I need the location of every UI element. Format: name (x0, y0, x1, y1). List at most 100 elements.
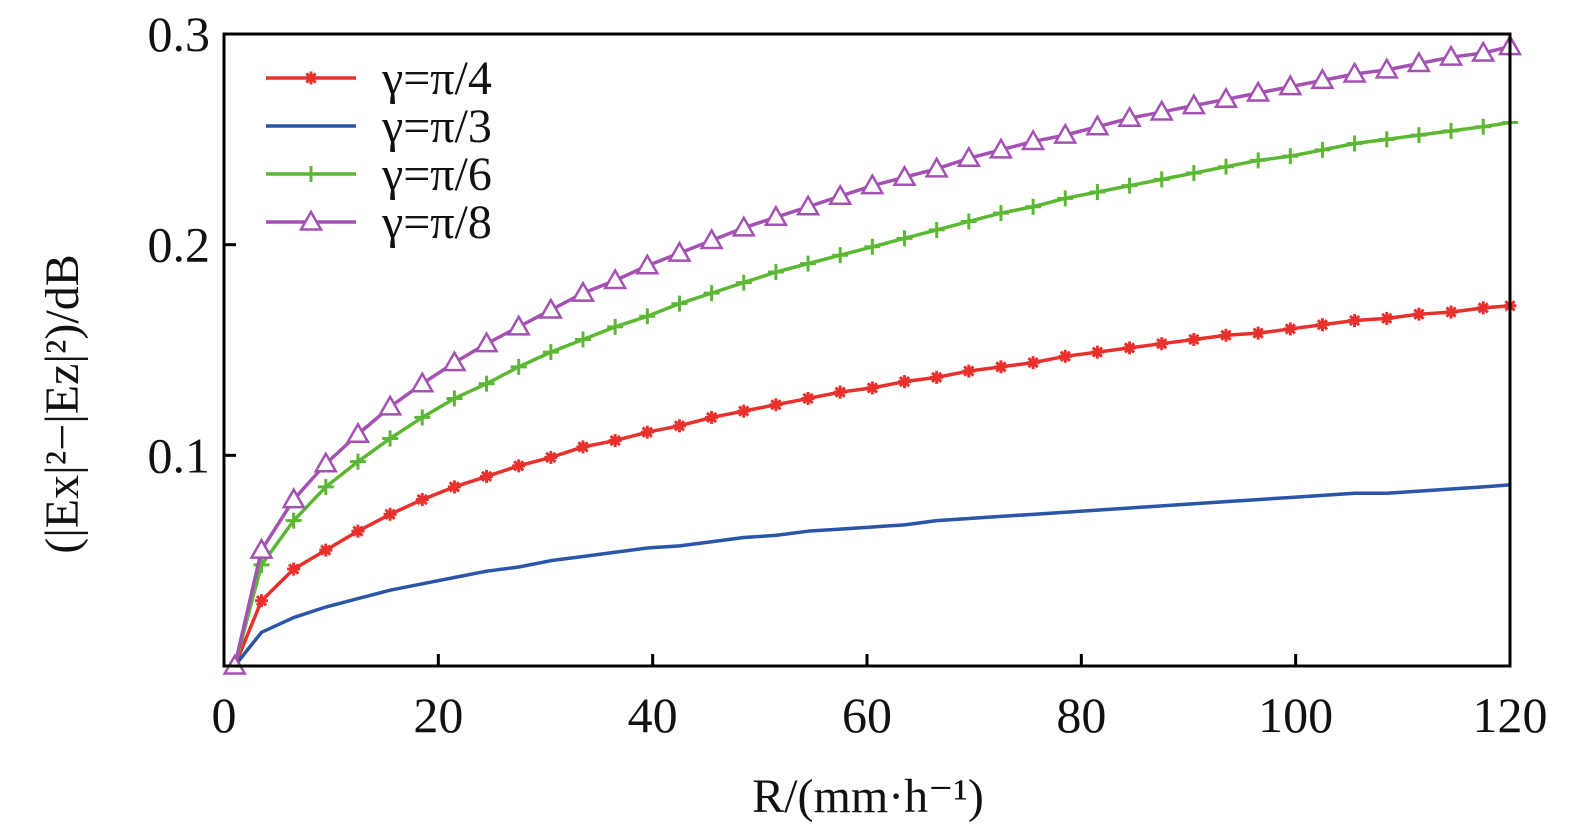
data-point (699, 227, 724, 250)
data-point (1348, 314, 1362, 328)
data-point (795, 194, 821, 216)
legend-label: γ=π/6 (381, 148, 492, 201)
data-point (510, 358, 527, 375)
data-point (1117, 105, 1142, 128)
data-point (1444, 305, 1458, 319)
data-point (992, 205, 1009, 222)
data-point (1026, 356, 1040, 370)
data-point (570, 280, 596, 302)
data-point (994, 360, 1008, 374)
data-point (705, 410, 719, 424)
data-point (608, 434, 622, 448)
data-point (281, 487, 306, 509)
data-point (607, 318, 624, 335)
data-point (313, 451, 338, 473)
data-point (1410, 127, 1427, 144)
x-tick-label: 40 (628, 687, 678, 743)
data-point (345, 421, 371, 444)
data-point (255, 594, 269, 608)
data-point (351, 524, 365, 538)
data-point (349, 453, 366, 470)
data-point (377, 394, 403, 416)
legend-entry: γ=π/6 (266, 148, 492, 201)
legend: γ=π/4γ=π/3γ=π/6γ=π/8 (266, 52, 492, 249)
data-point (767, 264, 784, 281)
data-point (410, 371, 435, 393)
data-point (988, 137, 1014, 159)
legend-entry: γ=π/4 (266, 52, 492, 105)
data-point (576, 440, 590, 454)
data-point (763, 204, 789, 227)
series-line-1 (233, 304, 1511, 667)
data-point (1185, 165, 1202, 182)
data-point (860, 173, 885, 195)
data-point (538, 297, 564, 319)
data-point (800, 255, 817, 272)
data-point (480, 469, 494, 483)
data-point (832, 247, 849, 264)
data-point (319, 543, 333, 557)
data-point (1475, 118, 1492, 135)
data-point (474, 331, 499, 353)
data-point (672, 419, 686, 433)
legend-marker (303, 166, 319, 182)
data-point (478, 375, 495, 392)
data-point (1090, 345, 1104, 359)
data-point (442, 350, 467, 372)
data-point (1213, 86, 1239, 109)
legend-marker (298, 209, 324, 231)
data-point (1251, 326, 1265, 340)
data-point (542, 344, 559, 361)
data-point (1057, 190, 1074, 207)
x-tick-label: 20 (413, 687, 463, 743)
x-tick-label: 120 (1473, 687, 1548, 743)
data-point (1123, 341, 1137, 355)
data-point (1443, 122, 1460, 139)
data-point (1181, 93, 1207, 115)
data-point (1380, 311, 1394, 325)
data-point (1374, 57, 1399, 79)
data-point (1121, 177, 1138, 194)
data-point (1283, 322, 1297, 336)
data-point (892, 164, 917, 187)
x-tick-label: 0 (212, 687, 237, 743)
y-tick-label: 0.2 (148, 217, 211, 273)
data-point (1187, 332, 1201, 346)
data-point (1153, 171, 1170, 188)
data-point (667, 240, 692, 262)
data-point (603, 267, 628, 290)
data-point (1315, 318, 1329, 332)
data-point (415, 493, 429, 507)
data-point (575, 331, 592, 348)
data-point (1278, 74, 1303, 96)
data-point (285, 512, 302, 529)
plot-area (222, 34, 1523, 675)
data-point (544, 450, 558, 464)
y-tick-label: 0.1 (148, 427, 211, 483)
data-point (506, 314, 531, 336)
data-point (828, 183, 853, 205)
data-point (1218, 158, 1235, 175)
data-point (383, 507, 397, 521)
legend-marker (304, 71, 318, 85)
data-point (833, 385, 847, 399)
legend-entry: γ=π/8 (266, 196, 492, 249)
data-point (928, 221, 945, 238)
data-point (447, 480, 461, 494)
data-point (382, 430, 399, 447)
data-point (930, 370, 944, 384)
data-point (1476, 301, 1490, 315)
data-point (1053, 122, 1078, 144)
x-axis-title: R/(mm·h⁻¹) (752, 770, 984, 823)
data-point (1089, 184, 1106, 200)
data-point (865, 381, 879, 395)
y-tick-label: 0.3 (148, 6, 211, 62)
data-point (1149, 99, 1174, 121)
data-point (639, 308, 656, 325)
data-point (671, 295, 688, 312)
data-point (735, 274, 752, 291)
data-point (1378, 131, 1395, 148)
data-point (896, 230, 913, 247)
data-point (635, 253, 660, 275)
